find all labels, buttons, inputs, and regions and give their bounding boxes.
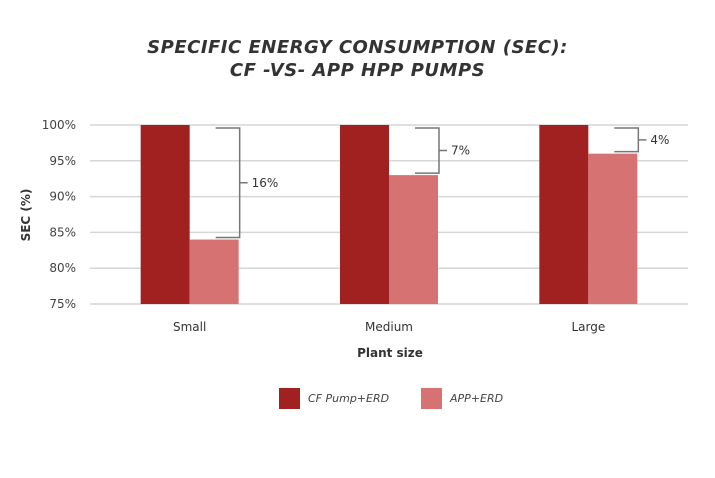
- y-tick-label: 95%: [49, 154, 76, 168]
- y-tick-label: 80%: [49, 261, 76, 275]
- difference-label: 7%: [451, 144, 470, 158]
- chart-title-line-2: CF -VS- APP HPP PUMPS: [229, 60, 486, 81]
- difference-bracket: [614, 127, 647, 153]
- chart-title-line-1: SPECIFIC ENERGY CONSUMPTION (SEC):: [147, 37, 568, 58]
- bar-app-erd-small: [189, 239, 239, 304]
- bar-app-erd-large: [588, 153, 638, 304]
- difference-bracket: [415, 127, 447, 174]
- y-tick-label: 75%: [49, 297, 76, 311]
- bar-cf-pump-erd-small: [140, 125, 190, 304]
- x-axis-label: Plant size: [357, 346, 423, 360]
- y-tick-label: 85%: [49, 225, 76, 239]
- legend-swatch: [421, 388, 442, 409]
- difference-bracket: [215, 127, 248, 239]
- y-tick-label: 100%: [42, 118, 76, 132]
- x-tick-label: Medium: [365, 320, 413, 334]
- legend-label: CF Pump+ERD: [308, 392, 389, 405]
- y-tick-label: 90%: [49, 190, 76, 204]
- x-tick-label: Small: [173, 320, 206, 334]
- legend-label: APP+ERD: [449, 392, 503, 405]
- difference-label: 4%: [650, 133, 669, 147]
- bar-cf-pump-erd-large: [539, 125, 589, 304]
- x-tick-label: Large: [571, 320, 605, 334]
- legend-swatch: [279, 388, 300, 409]
- bar-app-erd-medium: [389, 175, 438, 304]
- bar-cf-pump-erd-medium: [340, 125, 389, 304]
- y-axis-label: SEC (%): [19, 189, 33, 242]
- difference-label: 16%: [252, 176, 279, 190]
